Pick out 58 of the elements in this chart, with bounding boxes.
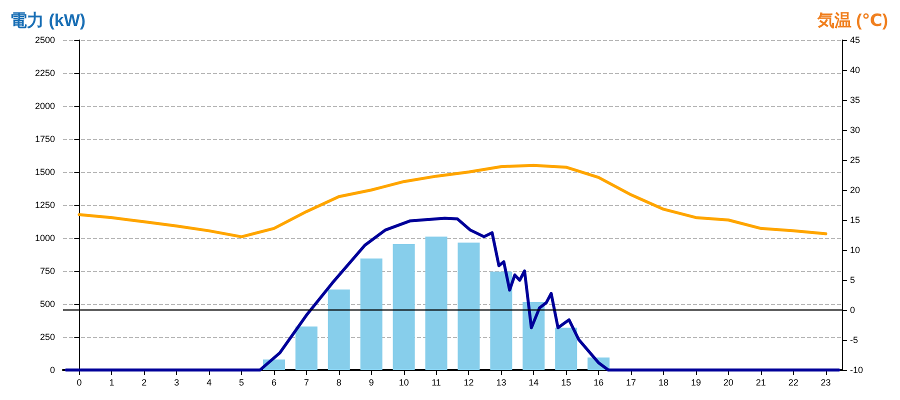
- y-axis-title: 電力 (kW): [10, 11, 86, 30]
- y-tick-label: 1750: [34, 134, 55, 144]
- bar: [295, 326, 318, 370]
- x-tick-label: 22: [788, 378, 798, 388]
- y2-tick-label: 25: [850, 155, 860, 165]
- y2-tick-label: 30: [850, 125, 860, 135]
- y2-tick-label: 10: [850, 245, 860, 255]
- y2-tick-label: 15: [850, 215, 860, 225]
- x-tick-label: 13: [496, 378, 506, 388]
- y2-tick-label: -10: [850, 365, 864, 375]
- y2-tick-label: 40: [850, 65, 860, 75]
- bar: [328, 289, 350, 370]
- line-series: [78, 164, 828, 238]
- x-tick-label: 11: [432, 378, 441, 388]
- bar: [425, 236, 448, 370]
- x-tick-label: 1: [109, 378, 114, 388]
- x-tick-label: 18: [658, 378, 668, 388]
- bar: [490, 272, 512, 370]
- bar: [555, 328, 578, 370]
- y-tick-label: 0: [50, 365, 55, 375]
- x-tick-label: 21: [756, 378, 766, 388]
- x-tick-label: 14: [528, 378, 539, 388]
- x-tick-label: 4: [206, 378, 212, 388]
- y2-axis-title: 気温 (℃): [816, 11, 888, 30]
- x-tick-label: 16: [594, 378, 604, 388]
- y-tick-label: 2500: [34, 35, 55, 45]
- y2-tick-label: 5: [850, 275, 856, 285]
- bar: [392, 244, 415, 370]
- x-tick-label: 9: [368, 378, 374, 388]
- y-tick-label: 250: [40, 332, 55, 342]
- y-tick-label: 2250: [34, 68, 55, 78]
- x-tick-label: 5: [239, 378, 244, 388]
- x-tick-label: 6: [271, 378, 276, 388]
- bar: [360, 258, 382, 370]
- y-tick-label: 1500: [34, 167, 55, 177]
- x-tick-label: 23: [820, 378, 831, 388]
- x-tick-label: 3: [174, 378, 180, 388]
- y-tick-label: 750: [40, 266, 55, 276]
- x-tick-label: 12: [464, 378, 474, 388]
- y-tick-label: 500: [40, 299, 55, 309]
- y-tick-label: 1000: [34, 233, 55, 243]
- x-tick-label: 15: [561, 378, 572, 388]
- x-tick-label: 10: [398, 378, 409, 388]
- x-tick-label: 17: [626, 378, 636, 388]
- bar: [458, 242, 480, 370]
- x-tick-label: 8: [336, 378, 342, 388]
- y2-tick-label: 35: [850, 95, 860, 105]
- x-tick-label: 19: [690, 378, 701, 388]
- y-tick-label: 1250: [34, 200, 55, 210]
- x-tick-label: 0: [76, 378, 82, 388]
- x-tick-label: 20: [723, 378, 734, 388]
- y-tick-label: 2000: [34, 101, 55, 111]
- y2-tick-label: 45: [850, 35, 860, 45]
- x-tick-label: 2: [142, 378, 147, 388]
- x-tick-label: 7: [304, 378, 309, 388]
- y2-tick-label: 0: [850, 305, 856, 315]
- y2-tick-label: -5: [850, 335, 858, 345]
- y2-tick-label: 20: [850, 185, 860, 195]
